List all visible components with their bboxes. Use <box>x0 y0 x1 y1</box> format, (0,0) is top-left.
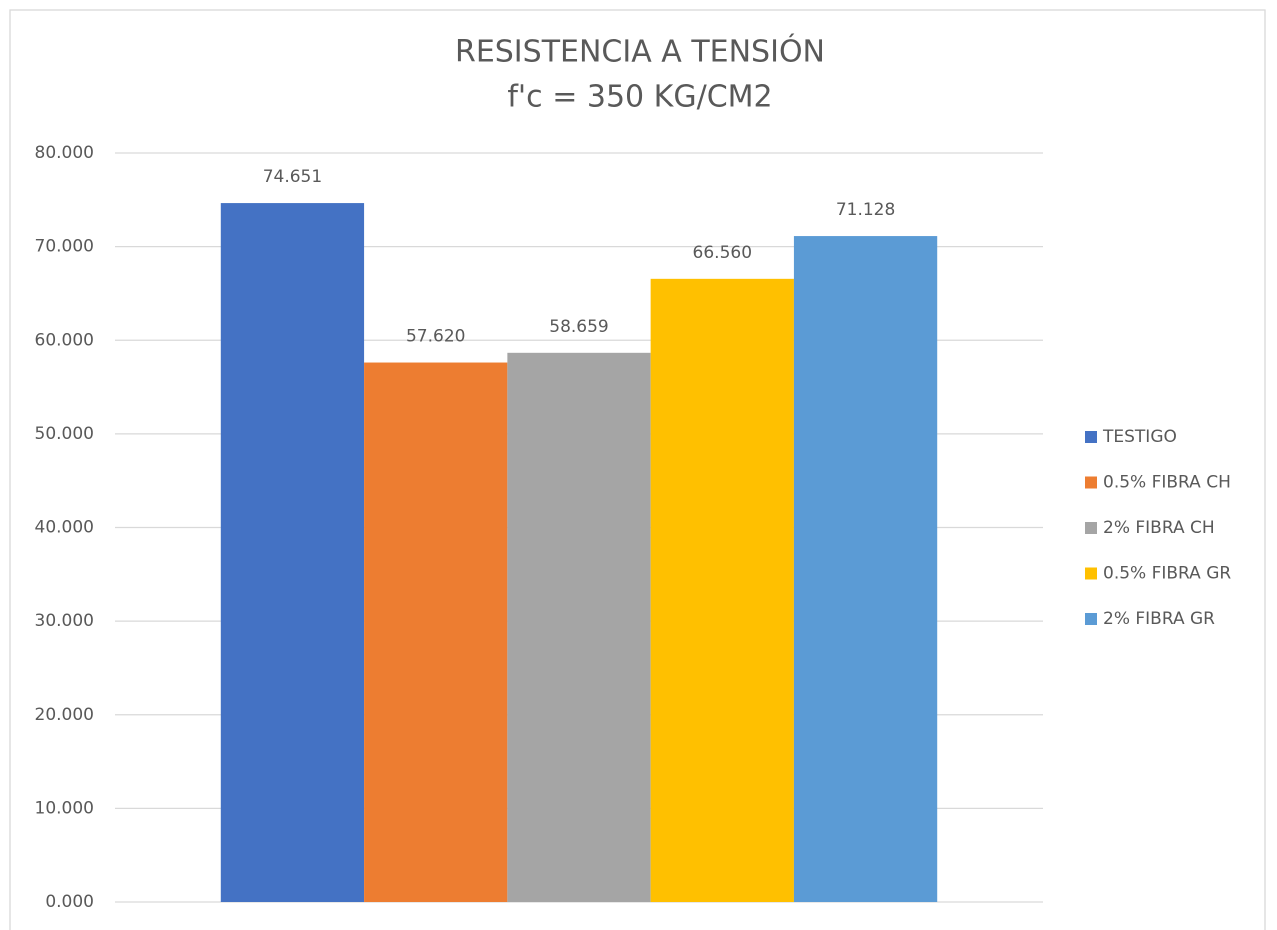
legend-label: 2% FIBRA CH <box>1103 518 1215 538</box>
legend-swatch <box>1085 522 1097 534</box>
y-tick-label: 80.000 <box>35 143 94 163</box>
chart-title: RESISTENCIA A TENSIÓN <box>455 33 825 70</box>
legend-label: 0.5% FIBRA CH <box>1103 473 1231 493</box>
legend-swatch <box>1085 567 1097 580</box>
y-tick-label: 60.000 <box>35 330 94 350</box>
data-label: 74.651 <box>263 167 322 187</box>
bar <box>650 278 794 902</box>
bar <box>220 203 365 902</box>
legend-swatch <box>1085 613 1097 625</box>
y-tick-label: 70.000 <box>35 237 94 257</box>
data-label: 57.620 <box>406 327 465 347</box>
legend-label: 0.5% FIBRA GR <box>1103 564 1231 584</box>
legend-swatch <box>1085 476 1097 489</box>
bar <box>364 362 508 903</box>
bar <box>793 236 938 903</box>
y-tick-label: 30.000 <box>35 611 94 631</box>
data-label: 66.560 <box>693 243 752 263</box>
y-tick-label: 40.000 <box>35 518 94 538</box>
y-tick-label: 20.000 <box>35 705 94 725</box>
legend-label: TESTIGO <box>1102 427 1177 447</box>
y-tick-label: 0.000 <box>45 892 94 912</box>
data-label: 58.659 <box>549 317 608 337</box>
legend-label: 2% FIBRA GR <box>1103 609 1215 629</box>
y-tick-label: 10.000 <box>35 798 94 818</box>
y-tick-label: 50.000 <box>35 424 94 444</box>
data-label: 71.128 <box>836 200 895 220</box>
chart-title: f'c = 350 KG/CM2 <box>507 80 772 115</box>
legend-swatch <box>1085 431 1097 443</box>
bar <box>507 352 651 902</box>
